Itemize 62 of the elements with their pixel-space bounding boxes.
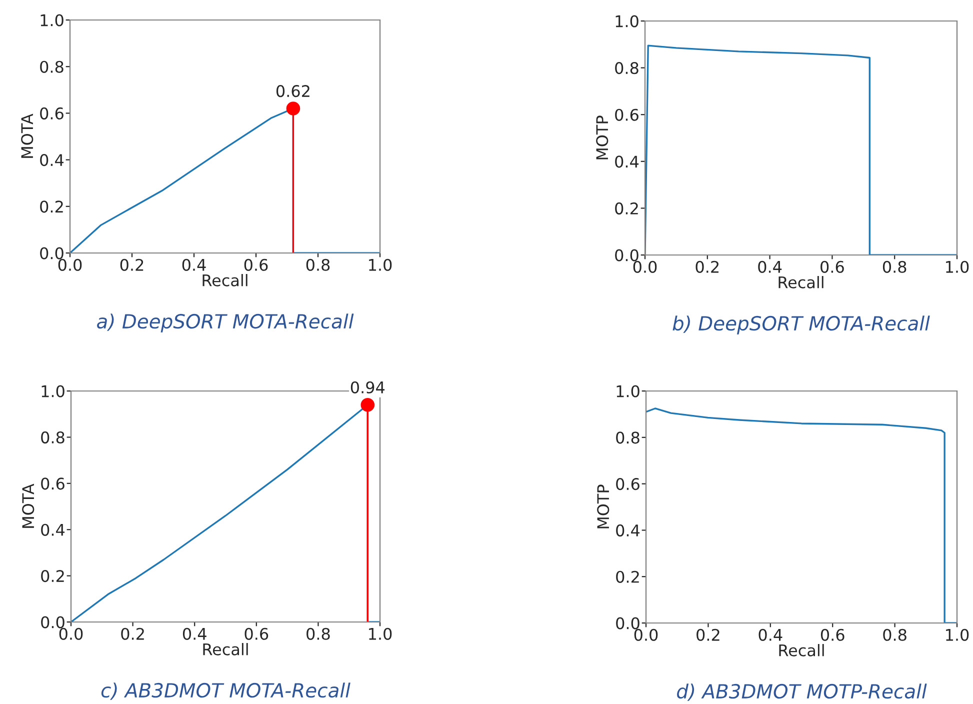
x-tick-label: 0.6 (820, 628, 844, 641)
y-tick-label: 0.0 (41, 616, 64, 628)
x-tick-label: 0.6 (244, 258, 268, 271)
x-tick-label: 0.0 (634, 628, 658, 641)
y-tick-label: 1.0 (616, 15, 638, 28)
x-tick-label: 1.0 (369, 628, 392, 640)
y-axis-title: MOTP (597, 484, 610, 528)
y-tick-label: 0.4 (615, 156, 639, 168)
y-tick-label: 1.0 (40, 14, 64, 26)
y-tick-label: 0.0 (615, 249, 638, 262)
x-axis-title: Recall (778, 276, 824, 288)
text: d) AB3DMOT MOTP-Recall (677, 684, 927, 701)
y-tick-label: 0.8 (616, 432, 640, 444)
x-tick-label: 1.0 (946, 260, 969, 273)
y-tick-label: 0.6 (41, 478, 64, 490)
x-tick-label: 1.0 (369, 258, 392, 271)
x-tick-label: 0.6 (244, 628, 268, 640)
y-tick-label: 1.0 (616, 385, 640, 398)
y-tick-label: 0.4 (41, 524, 65, 536)
y-tick-label: 0.4 (616, 524, 640, 536)
y-tick-label: 0.2 (615, 202, 638, 214)
y-tick-label: 0.2 (616, 570, 639, 583)
text: a) DeepSORT MOTA-Recall (97, 314, 354, 332)
y-tick-label: 0.6 (615, 108, 638, 121)
x-tick-label: 0.8 (882, 260, 906, 273)
y-tick-label: 0.0 (40, 247, 64, 260)
y-axis-title: MOTA (22, 484, 34, 528)
x-axis-title: Recall (202, 274, 248, 286)
x-tick-label: 0.0 (58, 258, 82, 271)
x-tick-label: 0.8 (306, 258, 330, 271)
x-tick-label: 0.4 (758, 628, 782, 641)
x-tick-label: 0.6 (820, 260, 844, 273)
x-axis-title: Recall (779, 644, 824, 656)
annotation: 0.94 (350, 381, 385, 394)
y-axis-title: MOTA (21, 114, 34, 158)
y-tick-label: 1.0 (42, 385, 64, 398)
y-tick-label: 0.2 (41, 570, 64, 582)
y-tick-label: 0.4 (40, 154, 64, 166)
y-tick-label: 0.8 (41, 431, 64, 444)
x-tick-label: 0.8 (306, 628, 330, 640)
y-tick-label: 0.6 (40, 107, 64, 120)
y-tick-label: 0.6 (616, 478, 640, 490)
x-tick-label: 0.8 (883, 628, 906, 641)
x-tick-label: 0.4 (758, 260, 782, 273)
y-axis-title: MOTP (596, 116, 608, 160)
x-tick-label: 0.2 (120, 258, 144, 271)
x-tick-label: 0.2 (121, 628, 144, 640)
x-tick-label: 0.2 (696, 628, 720, 641)
x-tick-label: 0.4 (182, 258, 206, 271)
x-tick-label: 1.0 (946, 628, 969, 641)
x-tick-label: 0.0 (59, 628, 83, 640)
text: c) AB3DMOT MOTA-Recall (101, 682, 350, 700)
x-tick-label: 0.2 (696, 260, 718, 273)
x-axis-title: Recall (203, 643, 248, 656)
x-tick-label: 0.0 (633, 260, 657, 273)
y-tick-label: 0.8 (40, 60, 64, 73)
annotation: 0.62 (276, 85, 310, 98)
y-tick-label: 0.0 (616, 617, 640, 630)
text: b) DeepSORT MOTA-Recall (672, 316, 930, 334)
x-tick-label: 0.4 (182, 628, 206, 640)
y-tick-label: 0.8 (615, 62, 638, 74)
y-tick-label: 0.2 (40, 200, 63, 213)
